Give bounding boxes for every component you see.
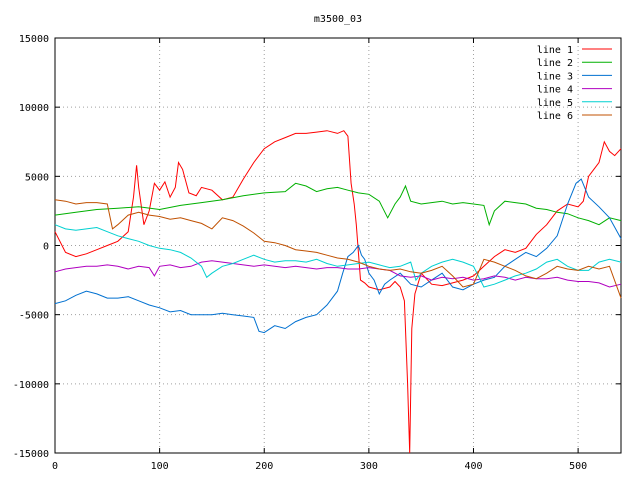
- x-tick-label: 0: [52, 461, 58, 472]
- y-tick-label: 0: [43, 242, 49, 253]
- legend-label-5: line 5: [537, 98, 573, 109]
- legend: line 1 line 2 line 3 line 4 line 5 line 6: [537, 45, 612, 122]
- legend-label-6: line 6: [537, 111, 573, 122]
- y-tick-label: -15000: [13, 449, 49, 460]
- series-line-1: [54, 130, 622, 454]
- series-line-2: [54, 182, 622, 227]
- axis-ticks: 0 100 200 300 400 500 -15000 -10000 -5000 0 5000 10…: [13, 34, 621, 472]
- x-tick-label: 500: [569, 461, 587, 472]
- legend-label-2: line 2: [537, 58, 573, 69]
- y-tick-label: -5000: [19, 311, 49, 322]
- y-tick-label: -10000: [13, 380, 49, 391]
- chart-title: m3500_03: [314, 14, 362, 25]
- x-tick-label: 300: [360, 461, 378, 472]
- series-line-3: [54, 178, 622, 334]
- legend-label-3: line 3: [537, 71, 573, 82]
- series-lines: [54, 130, 622, 454]
- x-tick-label: 200: [255, 461, 273, 472]
- legend-label-1: line 1: [537, 45, 573, 56]
- series-line-6: [54, 199, 622, 299]
- x-tick-label: 100: [151, 461, 169, 472]
- y-tick-label: 5000: [25, 172, 49, 183]
- legend-label-4: line 4: [537, 85, 573, 96]
- series-line-4: [54, 260, 622, 288]
- y-tick-label: 15000: [19, 34, 49, 45]
- y-tick-label: 10000: [19, 103, 49, 114]
- x-tick-label: 400: [464, 461, 482, 472]
